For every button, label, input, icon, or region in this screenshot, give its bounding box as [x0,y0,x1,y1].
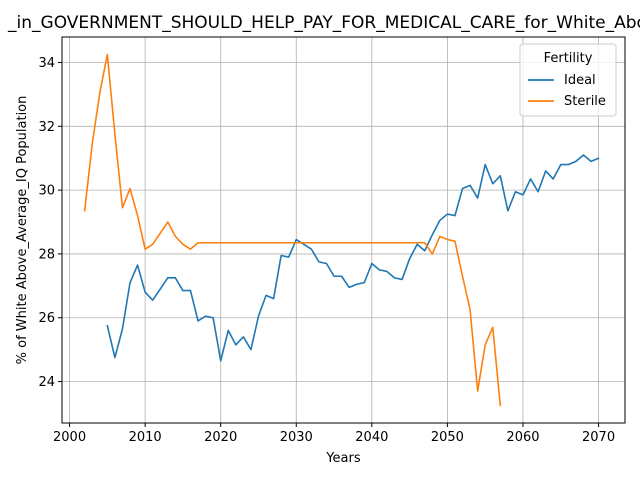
x-tick-label: 2040 [355,430,388,445]
legend: Fertility Ideal Sterile [519,43,617,117]
x-tick-label: 2020 [204,430,237,445]
chart-title: _in_GOVERNMENT_SHOULD_HELP_PAY_FOR_MEDIC… [7,13,640,33]
series-layer [83,53,600,407]
x-tick-label: 2030 [280,430,313,445]
legend-box [519,43,617,117]
y-axis-label: % of White Above_Average_IQ Population [15,96,30,365]
series-line-sterile [83,53,502,407]
x-tick-label: 2050 [431,430,464,445]
x-tick-label: 2060 [506,430,539,445]
x-tick-label: 2000 [53,430,86,445]
y-tick-label: 24 [38,375,55,390]
legend-label-sterile: Sterile [564,94,606,109]
legend-label-ideal: Ideal [564,73,596,88]
plot-area-frame [61,36,626,424]
x-tick-label: 2070 [582,430,615,445]
y-tick-label: 32 [38,120,55,135]
y-tick-label: 34 [38,56,55,71]
axis-ticks: 2000 2010 2020 2030 2040 2050 2060 2070 24 26 28 30… [38,56,615,445]
y-tick-label: 28 [38,247,55,262]
x-tick-label: 2010 [129,430,162,445]
x-axis-label: Years [325,451,361,466]
y-tick-label: 30 [38,184,55,199]
series-line-ideal [106,154,600,362]
legend-title: Fertility [544,51,593,66]
y-tick-label: 26 [38,311,55,326]
